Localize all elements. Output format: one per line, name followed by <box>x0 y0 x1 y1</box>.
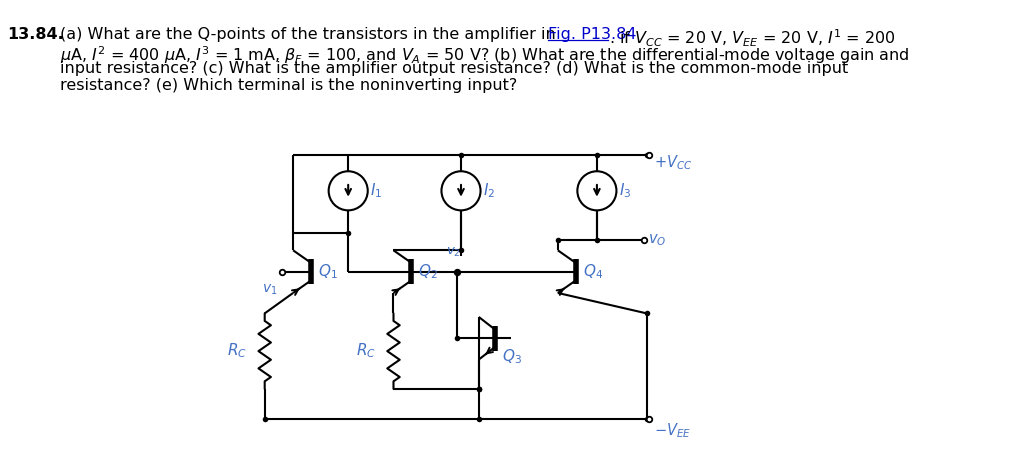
Text: $I_3$: $I_3$ <box>619 182 631 200</box>
Text: $v_1$: $v_1$ <box>262 282 277 297</box>
Text: $Q_1$: $Q_1$ <box>318 262 337 281</box>
Text: $\mu$A, $I^2$ = 400 $\mu$A, $I^3$ = 1 mA, $\beta_F$ = 100, and $V_A$ = 50 V? (b): $\mu$A, $I^2$ = 400 $\mu$A, $I^3$ = 1 mA… <box>60 44 909 66</box>
Text: $Q_2$: $Q_2$ <box>418 262 437 281</box>
Text: $v_2$: $v_2$ <box>445 246 460 259</box>
Text: $I_2$: $I_2$ <box>483 182 495 200</box>
Text: $+V_{CC}$: $+V_{CC}$ <box>653 154 692 172</box>
Text: . if $V_{CC}$ = 20 V, $V_{EE}$ = 20 V, $I^1$ = 200: . if $V_{CC}$ = 20 V, $V_{EE}$ = 20 V, $… <box>608 27 895 49</box>
Text: $v_O$: $v_O$ <box>648 232 666 248</box>
Text: resistance? (e) Which terminal is the noninverting input?: resistance? (e) Which terminal is the no… <box>60 78 518 93</box>
Text: $I_1$: $I_1$ <box>370 182 382 200</box>
Text: $-V_{EE}$: $-V_{EE}$ <box>653 421 690 439</box>
Text: input resistance? (c) What is the amplifier output resistance? (d) What is the c: input resistance? (c) What is the amplif… <box>60 61 848 76</box>
Text: $Q_4$: $Q_4$ <box>582 262 602 281</box>
Text: Fig. P13.84: Fig. P13.84 <box>547 27 636 42</box>
Text: (a) What are the Q-points of the transistors in the amplifier in: (a) What are the Q-points of the transis… <box>60 27 560 42</box>
Text: 13.84.: 13.84. <box>7 27 64 42</box>
Text: $R_C$: $R_C$ <box>226 341 247 360</box>
Text: $R_C$: $R_C$ <box>356 341 375 360</box>
Text: $Q_3$: $Q_3$ <box>501 347 522 366</box>
